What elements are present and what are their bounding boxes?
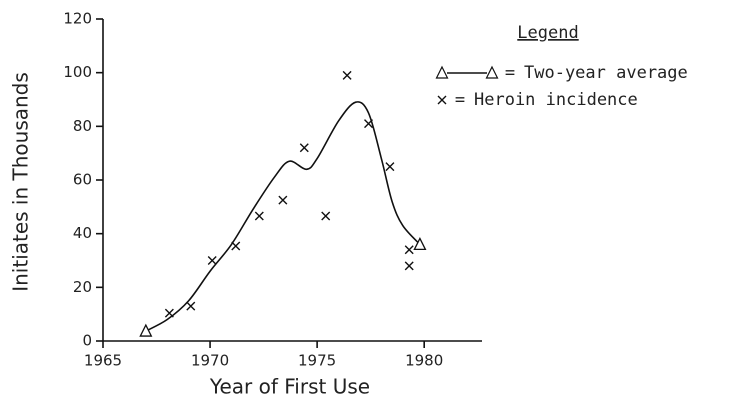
x-marker bbox=[404, 245, 414, 255]
y-tick-label: 20 bbox=[73, 278, 92, 296]
legend-symbol bbox=[437, 95, 447, 105]
y-tick-label: 120 bbox=[63, 10, 92, 28]
average-line bbox=[145, 101, 421, 332]
triangle-marker bbox=[139, 323, 153, 337]
x-marker bbox=[299, 143, 309, 153]
y-tick-label: 60 bbox=[73, 171, 92, 189]
triangle-marker bbox=[413, 236, 427, 251]
x-tick-label: 1975 bbox=[298, 352, 336, 370]
y-tick-label: 80 bbox=[73, 117, 92, 135]
x-axis-label: Year of First Use bbox=[209, 375, 370, 399]
y-tick-label: 0 bbox=[82, 332, 92, 350]
legend-separator: = bbox=[455, 90, 465, 110]
x-marker bbox=[231, 241, 241, 251]
x-marker bbox=[164, 308, 174, 318]
x-marker bbox=[321, 211, 331, 221]
legend-symbol bbox=[435, 65, 499, 79]
x-marker bbox=[207, 256, 217, 265]
legend-title: Legend bbox=[517, 23, 578, 43]
x-marker bbox=[278, 195, 288, 205]
legend-label: Heroin incidence bbox=[474, 90, 638, 110]
legend-separator: = bbox=[505, 63, 515, 83]
y-tick-label: 40 bbox=[73, 224, 92, 242]
x-marker bbox=[342, 70, 352, 80]
x-marker bbox=[364, 119, 374, 129]
x-marker bbox=[186, 301, 196, 311]
x-marker bbox=[385, 162, 395, 172]
x-tick-label: 1980 bbox=[405, 352, 443, 370]
x-tick-label: 1970 bbox=[191, 352, 229, 370]
legend-label: Two-year average bbox=[524, 63, 688, 83]
y-tick-label: 100 bbox=[63, 63, 92, 81]
x-marker bbox=[404, 261, 414, 271]
x-tick-label: 1965 bbox=[84, 352, 122, 370]
y-axis-label: Initiates in Thousands bbox=[9, 72, 33, 292]
x-marker bbox=[254, 211, 264, 221]
